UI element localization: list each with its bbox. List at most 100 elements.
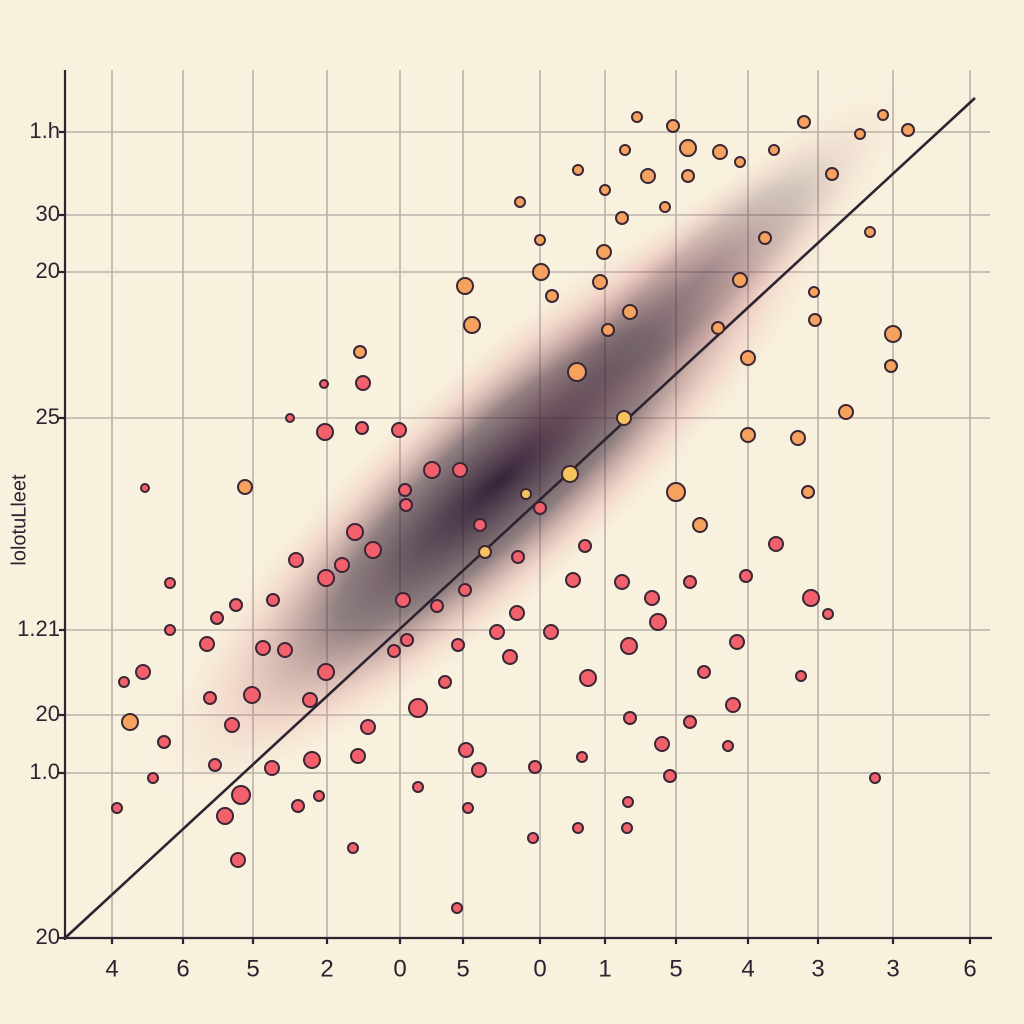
- scatter-point: [360, 719, 376, 735]
- scatter-point: [514, 196, 526, 208]
- scatter-point: [534, 234, 546, 246]
- scatter-point: [520, 488, 532, 500]
- scatter-point: [395, 592, 411, 608]
- scatter-point: [157, 735, 171, 749]
- scatter-point: [532, 263, 550, 281]
- scatter-point: [592, 274, 608, 290]
- scatter-point: [111, 802, 123, 814]
- scatter-point: [768, 536, 784, 552]
- y-axis-title: lolotuLleet: [8, 474, 30, 566]
- scatter-point: [614, 574, 630, 590]
- scatter-point: [458, 742, 474, 758]
- y-tick-label: 30: [36, 201, 60, 226]
- scatter-point: [621, 822, 633, 834]
- scatter-point: [576, 751, 588, 763]
- scatter-point: [118, 676, 130, 688]
- scatter-point: [884, 359, 898, 373]
- scatter-point: [208, 758, 222, 772]
- scatter-point: [451, 902, 463, 914]
- scatter-point: [533, 501, 547, 515]
- scatter-point: [458, 583, 472, 597]
- scatter-point: [391, 422, 407, 438]
- scatter-point: [502, 649, 518, 665]
- scatter-point: [802, 589, 820, 607]
- scatter-point: [739, 569, 753, 583]
- scatter-point: [579, 669, 597, 687]
- scatter-point: [901, 123, 915, 137]
- scatter-point: [291, 799, 305, 813]
- x-tick-label: 6: [963, 955, 976, 982]
- scatter-point: [509, 605, 525, 621]
- scatter-point: [203, 691, 217, 705]
- scatter-point: [679, 139, 697, 157]
- scatter-point: [237, 479, 253, 495]
- scatter-point: [543, 624, 559, 640]
- scatter-point: [313, 790, 325, 802]
- scatter-point: [666, 482, 686, 502]
- scatter-point: [790, 430, 806, 446]
- x-tick-label: 6: [176, 955, 189, 982]
- scatter-point: [654, 736, 670, 752]
- scatter-point: [572, 822, 584, 834]
- scatter-point: [364, 541, 382, 559]
- scatter-point: [722, 740, 734, 752]
- x-tick-label: 3: [886, 955, 899, 982]
- scatter-point: [285, 413, 295, 423]
- scatter-point: [264, 760, 280, 776]
- y-tick-label: 1.0: [29, 759, 60, 784]
- scatter-point: [740, 427, 756, 443]
- scatter-point: [683, 715, 697, 729]
- scatter-point: [869, 772, 881, 784]
- scatter-point: [412, 781, 424, 793]
- scatter-point: [572, 164, 584, 176]
- scatter-point: [795, 670, 807, 682]
- x-tick-label: 4: [741, 955, 754, 982]
- scatter-point: [334, 557, 350, 573]
- scatter-point: [808, 286, 820, 298]
- density-haze: [472, 72, 928, 488]
- scatter-point: [808, 313, 822, 327]
- scatter-point: [599, 184, 611, 196]
- scatter-point: [864, 226, 876, 238]
- scatter-point: [456, 277, 474, 295]
- scatter-point: [619, 144, 631, 156]
- scatter-point: [319, 379, 329, 389]
- scatter-point: [659, 201, 671, 213]
- scatter-point: [350, 748, 366, 764]
- scatter-point: [353, 345, 367, 359]
- scatter-point: [565, 572, 581, 588]
- x-tick-label: 3: [811, 955, 824, 982]
- scatter-point: [663, 769, 677, 783]
- y-tick-label: 25: [36, 404, 60, 429]
- scatter-point: [463, 316, 481, 334]
- scatter-point: [255, 640, 271, 656]
- scatter-point: [768, 144, 780, 156]
- scatter-point: [838, 404, 854, 420]
- scatter-point: [398, 483, 412, 497]
- x-tick-label: 1: [598, 955, 611, 982]
- scatter-point: [596, 244, 612, 260]
- scatter-point: [616, 410, 632, 426]
- scatter-point: [302, 692, 318, 708]
- scatter-point: [471, 762, 487, 778]
- scatter-point: [649, 613, 667, 631]
- marks: [64, 97, 976, 939]
- scatter-point: [288, 552, 304, 568]
- scatter-point: [399, 498, 413, 512]
- trend-line: [64, 97, 976, 939]
- scatter-point: [478, 545, 492, 559]
- scatter-point: [317, 663, 335, 681]
- scatter-point: [452, 462, 468, 478]
- scatter-point: [473, 518, 487, 532]
- scatter-point: [210, 611, 224, 625]
- scatter-point: [462, 802, 474, 814]
- scatter-point: [601, 323, 615, 337]
- y-tick-label: 20: [36, 258, 60, 283]
- scatter-point: [711, 321, 725, 335]
- scatter-point: [400, 633, 414, 647]
- scatter-point: [347, 842, 359, 854]
- scatter-point: [387, 644, 401, 658]
- scatter-point: [164, 577, 176, 589]
- x-tick-label: 5: [456, 955, 469, 982]
- scatter-point: [884, 325, 902, 343]
